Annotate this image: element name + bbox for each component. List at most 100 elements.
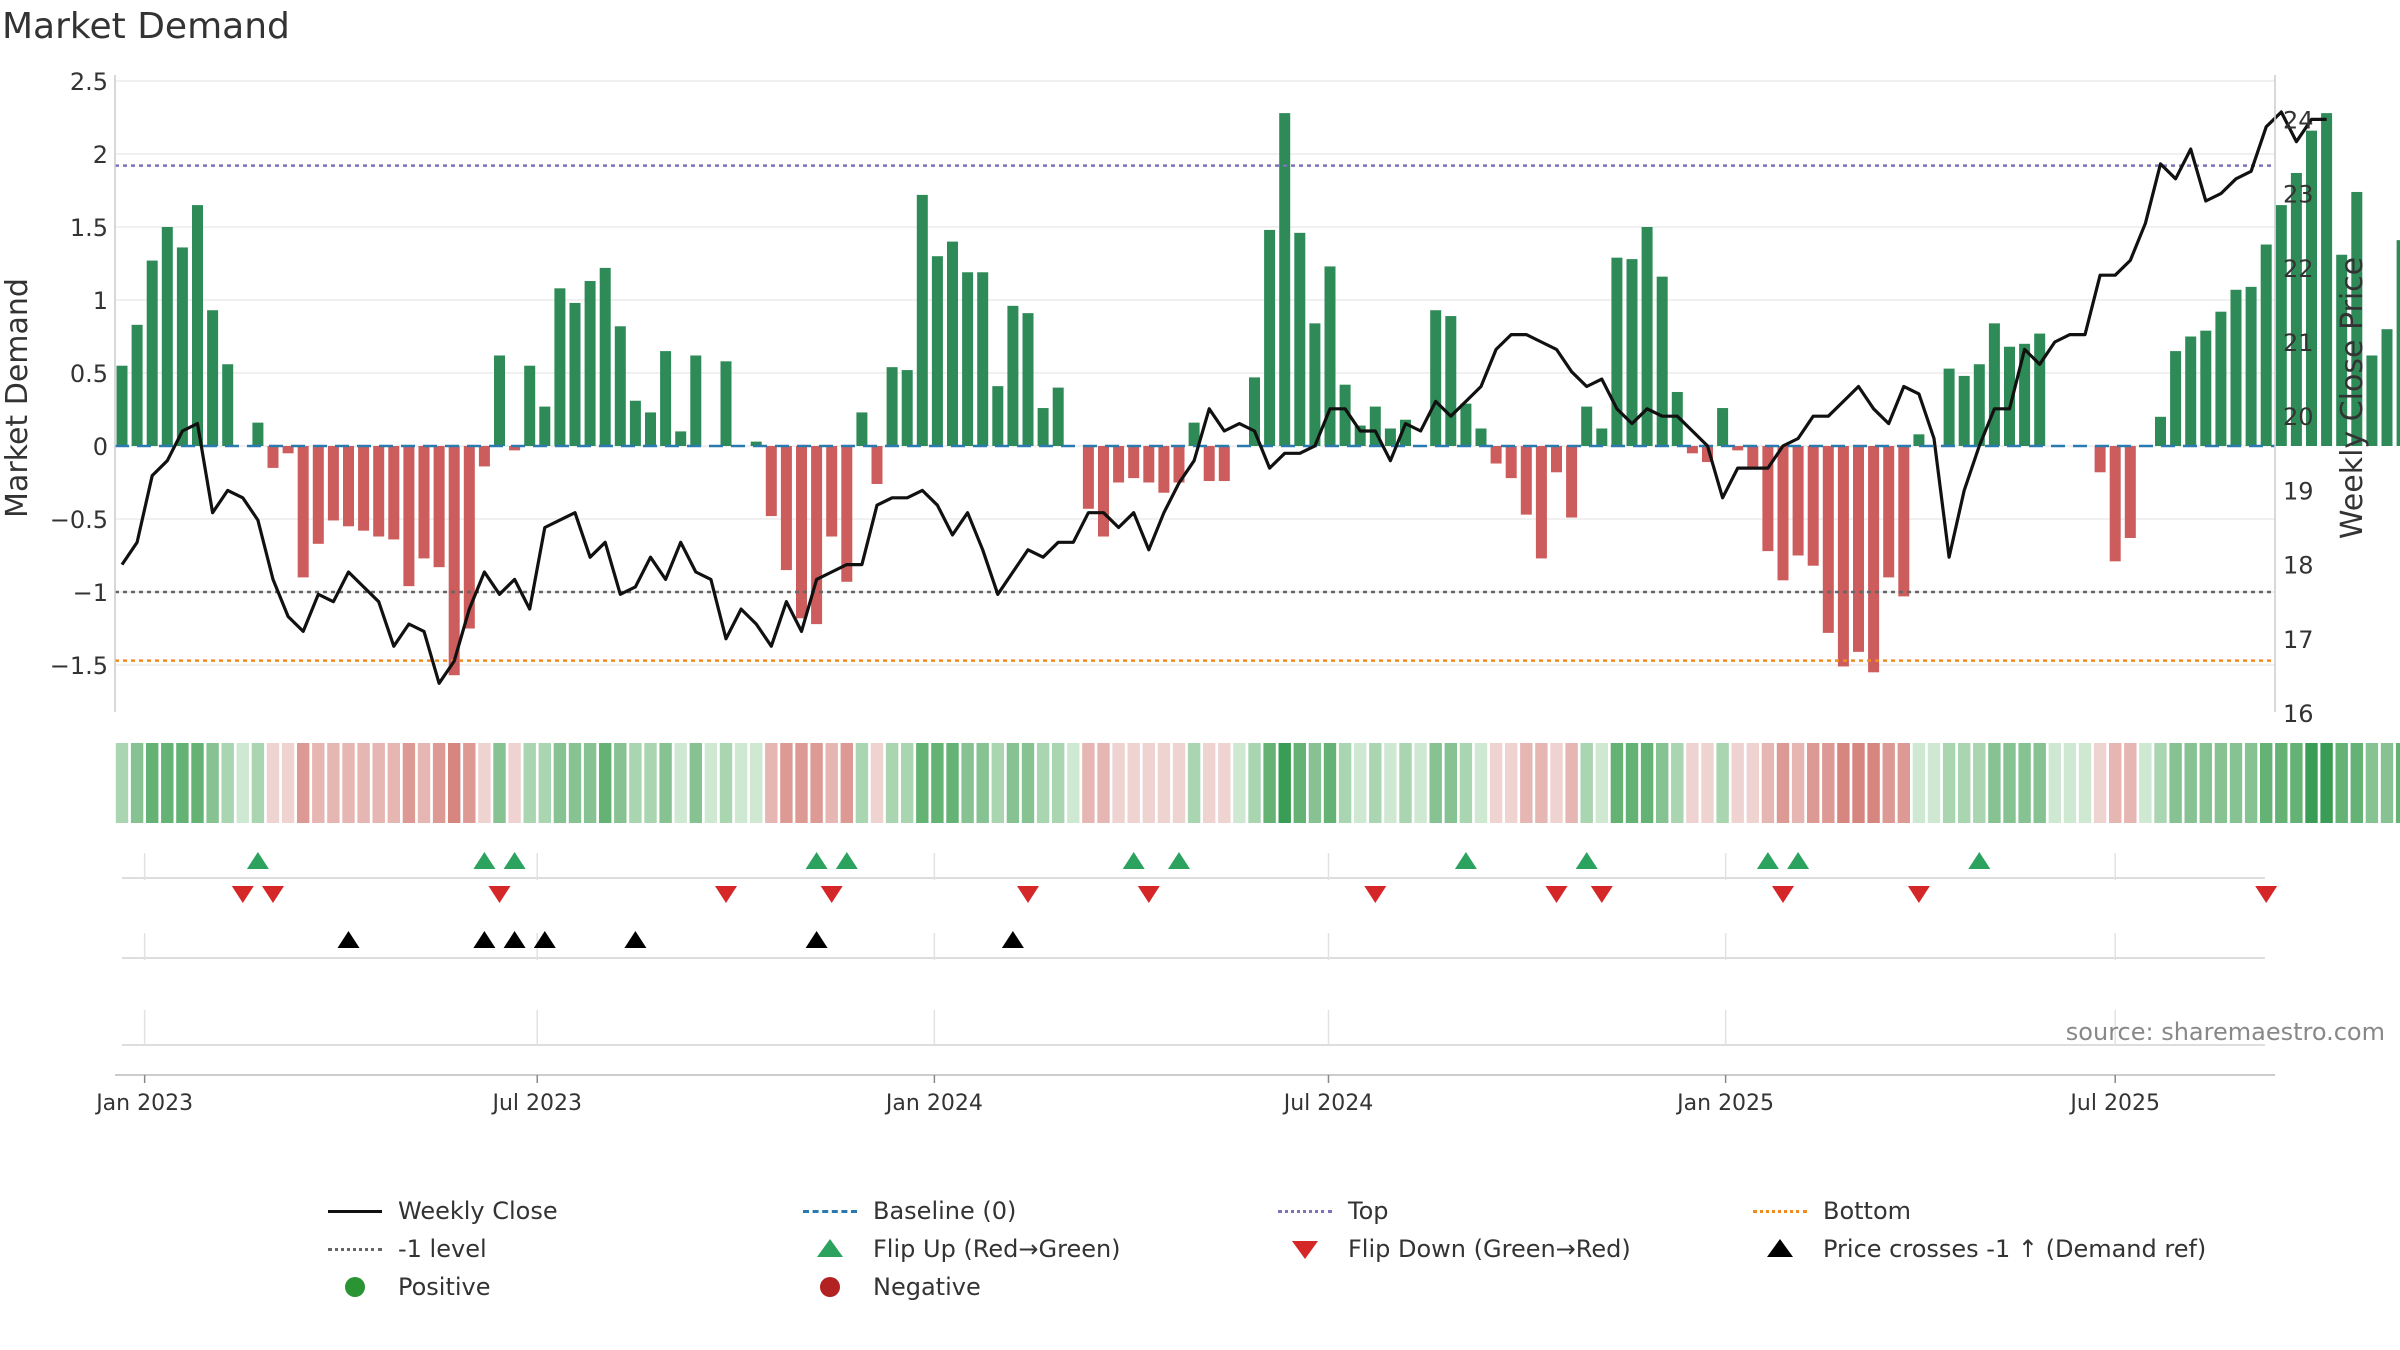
heat-cell xyxy=(2093,743,2107,823)
legend-label: Flip Up (Red→Green) xyxy=(873,1235,1121,1263)
flip-down-marker xyxy=(1772,886,1794,903)
demand-bar xyxy=(1249,377,1260,446)
heat-cell xyxy=(297,743,310,823)
heat-cell xyxy=(1384,743,1397,823)
heat-cell xyxy=(901,743,914,823)
heat-cell xyxy=(1580,743,1593,823)
flip-up-marker xyxy=(503,852,526,869)
demand-bar xyxy=(1128,446,1140,479)
heat-cell xyxy=(2124,743,2137,823)
demand-bar xyxy=(1717,408,1729,446)
heat-cell xyxy=(599,743,612,823)
demand-bar xyxy=(1520,446,1532,515)
heat-cell xyxy=(1671,743,1684,823)
heat-cell xyxy=(719,743,733,823)
weekly-close-line xyxy=(120,110,2327,685)
heat-cell xyxy=(448,743,461,823)
demand-bar xyxy=(1098,446,1109,537)
demand-bar xyxy=(1400,419,1411,446)
heat-cell xyxy=(1505,743,1518,823)
demand-bar xyxy=(1309,323,1321,446)
heat-cell xyxy=(2214,743,2228,823)
heat-cell xyxy=(1127,743,1140,823)
legend-symbol-icon xyxy=(795,1233,865,1265)
heat-cell xyxy=(1112,743,1125,823)
demand-bar xyxy=(1747,446,1759,467)
heat-cell xyxy=(1731,743,1744,823)
heat-cell xyxy=(2018,743,2031,823)
flip-up-marker xyxy=(1756,852,1779,869)
heat-cell xyxy=(1459,743,1473,823)
legend-item: Flip Up (Red→Green) xyxy=(795,1233,1121,1265)
demand-bar xyxy=(992,386,1004,446)
demand-bar xyxy=(1762,446,1774,552)
heat-cell xyxy=(1716,743,1729,823)
heat-cell xyxy=(2320,743,2333,823)
heat-cell xyxy=(191,743,204,823)
heat-cell xyxy=(2048,743,2061,823)
demand-bar xyxy=(1188,422,1200,446)
heat-cell xyxy=(508,743,521,823)
flip-down-marker xyxy=(1590,886,1613,903)
flip-down-marker xyxy=(715,886,737,903)
weekly-close-price-line xyxy=(120,110,2327,685)
demand-bar xyxy=(116,365,128,446)
heat-cell xyxy=(2275,743,2288,823)
demand-bar xyxy=(1052,387,1064,446)
heat-cell xyxy=(704,743,718,823)
heat-cell xyxy=(840,743,853,823)
heat-cell xyxy=(1036,743,1050,823)
demand-bar xyxy=(146,260,158,446)
heat-cell xyxy=(1172,743,1186,823)
heat-cell xyxy=(1006,743,1020,823)
flip-down-marker xyxy=(262,886,284,903)
flip-up-marker xyxy=(1968,852,1991,869)
flip-down-marker xyxy=(1364,886,1387,903)
demand-bar xyxy=(720,361,732,446)
demand-bar xyxy=(1641,227,1653,446)
heat-cell xyxy=(266,743,280,823)
heat-cell xyxy=(568,743,582,823)
demand-bar xyxy=(2290,172,2302,447)
price-cross-marker xyxy=(805,931,828,948)
heat-cell xyxy=(1263,743,1276,823)
heat-cell xyxy=(1052,743,1065,823)
flip-down-marker xyxy=(820,886,843,903)
y-tick-right: 20 xyxy=(2283,403,2314,431)
demand-bar xyxy=(343,446,354,527)
heat-cell xyxy=(161,743,174,823)
heat-cell xyxy=(1203,743,1216,823)
heat-cell xyxy=(327,743,340,823)
demand-bar xyxy=(645,412,656,446)
demand-bar xyxy=(977,272,989,446)
heat-cell xyxy=(583,743,597,823)
y-tick-left: 1 xyxy=(93,287,108,315)
heat-cell xyxy=(2169,743,2182,823)
demand-bar xyxy=(1022,313,1034,446)
demand-bar xyxy=(1551,446,1562,473)
demand-bar xyxy=(1535,446,1547,559)
heat-cell xyxy=(1776,743,1790,823)
heat-cell xyxy=(750,743,763,823)
heat-cell xyxy=(206,743,219,823)
flip-down-marker xyxy=(231,886,254,903)
heat-cell xyxy=(1369,743,1382,823)
demand-bar xyxy=(539,406,551,446)
y-tick-left: 0 xyxy=(93,433,108,461)
y-tick-right: 21 xyxy=(2283,329,2314,357)
legend-item: Baseline (0) xyxy=(795,1195,1016,1227)
demand-bar xyxy=(252,422,264,446)
demand-bar xyxy=(1218,446,1230,482)
heat-cell xyxy=(2078,743,2092,823)
flip-down-marker xyxy=(1545,886,1568,903)
demand-bar xyxy=(373,446,385,537)
legend-label: Top xyxy=(1348,1197,1389,1225)
heat-cell xyxy=(2365,743,2379,823)
heat-cell xyxy=(2380,743,2394,823)
legend-label: Price crosses -1 ↑ (Demand ref) xyxy=(1823,1235,2207,1263)
heat-cell xyxy=(2199,743,2212,823)
heat-cell xyxy=(1157,743,1171,823)
heat-cell xyxy=(2335,743,2348,823)
y-tick-right: 22 xyxy=(2283,255,2314,283)
heat-cell xyxy=(1399,743,1412,823)
